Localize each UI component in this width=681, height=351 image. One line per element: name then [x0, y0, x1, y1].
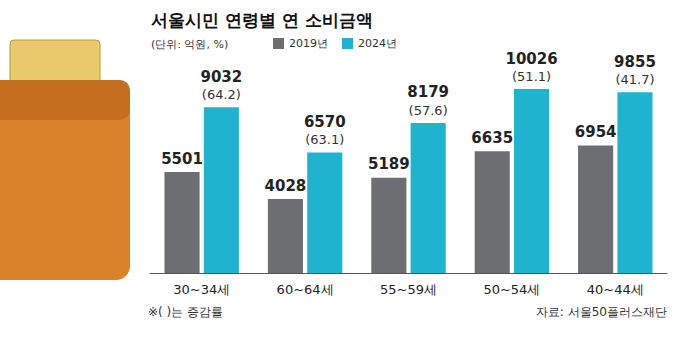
svg-text:(단위: 억원, %): (단위: 억원, %): [151, 38, 228, 51]
svg-text:9855: 9855: [614, 53, 656, 71]
svg-text:5501: 5501: [161, 150, 203, 168]
svg-text:(63.1): (63.1): [305, 132, 344, 147]
svg-text:40~44세: 40~44세: [587, 282, 644, 297]
svg-text:10026: 10026: [505, 50, 557, 68]
svg-text:6570: 6570: [304, 113, 346, 131]
svg-text:2019년: 2019년: [289, 37, 328, 50]
svg-text:(51.1): (51.1): [512, 69, 551, 84]
svg-text:(41.7): (41.7): [615, 72, 654, 87]
svg-text:※( )는 증감률: ※( )는 증감률: [148, 305, 223, 319]
svg-text:55~59세: 55~59세: [380, 282, 437, 297]
svg-text:9032: 9032: [200, 68, 242, 86]
svg-text:서울시민 연령별 연 소비금액: 서울시민 연령별 연 소비금액: [151, 10, 373, 30]
svg-text:60~64세: 60~64세: [277, 282, 334, 297]
svg-text:자료: 서울50플러스재단: 자료: 서울50플러스재단: [536, 305, 667, 319]
svg-text:30~34세: 30~34세: [173, 282, 230, 297]
svg-text:5189: 5189: [368, 155, 410, 173]
svg-text:6635: 6635: [471, 129, 513, 147]
svg-text:50~54세: 50~54세: [483, 282, 540, 297]
svg-text:8179: 8179: [407, 83, 449, 101]
svg-text:4028: 4028: [265, 177, 307, 195]
svg-text:(57.6): (57.6): [409, 103, 448, 118]
svg-text:(64.2): (64.2): [202, 87, 241, 102]
svg-text:6954: 6954: [575, 123, 617, 141]
svg-text:2024년: 2024년: [358, 37, 397, 50]
